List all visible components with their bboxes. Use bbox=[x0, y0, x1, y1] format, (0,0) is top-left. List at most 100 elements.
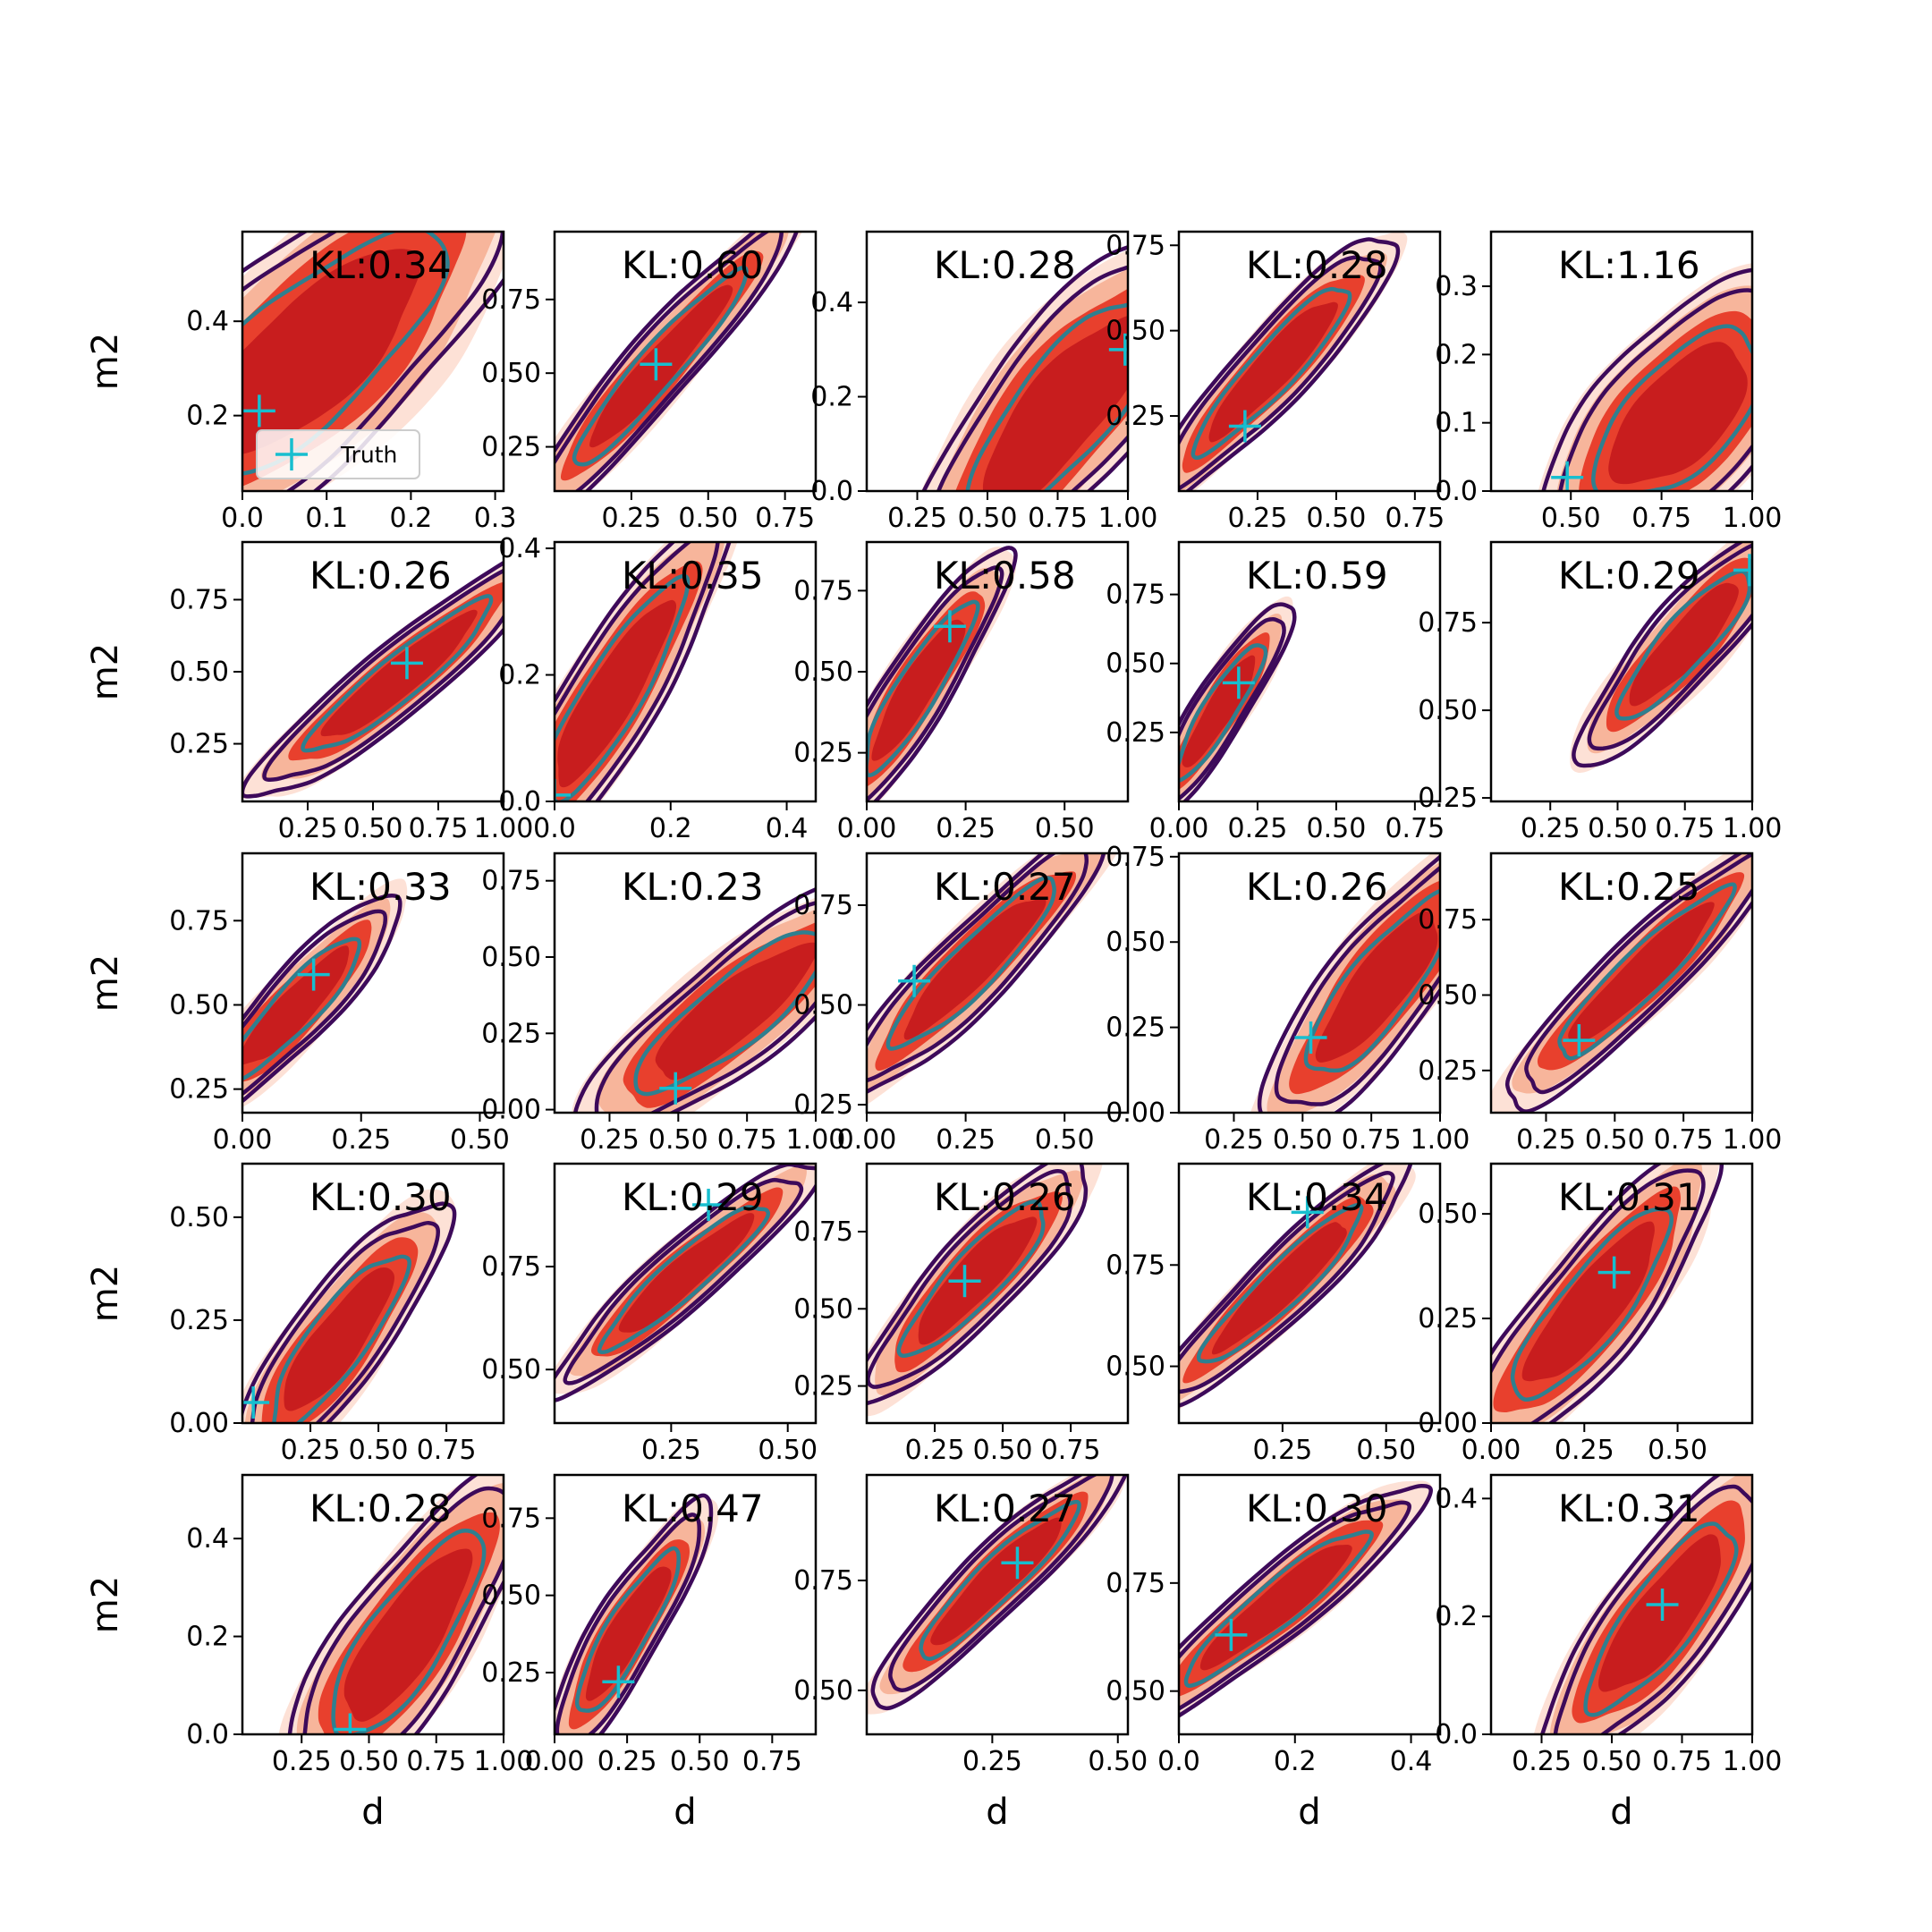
x-tick-label: 0.50 bbox=[1585, 1124, 1645, 1156]
x-tick-label: 0.25 bbox=[1555, 1435, 1614, 1466]
x-tick-label: 1.00 bbox=[1723, 813, 1783, 844]
y-tick-label: 0.75 bbox=[481, 1503, 541, 1534]
x-tick-label: 0.50 bbox=[648, 1124, 708, 1156]
x-tick-label: 0.25 bbox=[272, 1746, 332, 1777]
y-tick-label: 0.25 bbox=[481, 432, 541, 463]
truth-marker bbox=[1222, 666, 1255, 699]
x-tick-label: 0.25 bbox=[936, 1124, 996, 1156]
x-tick-label: 0.50 bbox=[670, 1746, 730, 1777]
subplot-5: 0.50 0.75 1.00 0.0 0.1 0.2 0.3 KL:1.16 bbox=[1435, 230, 1783, 534]
density-fill-level-dark bbox=[655, 942, 816, 1080]
y-tick-label: 0.4 bbox=[810, 287, 853, 318]
contour-line-inner bbox=[919, 1499, 1081, 1661]
y-tick-label: 0.75 bbox=[793, 890, 853, 921]
y-tick-label: 0.50 bbox=[1418, 979, 1478, 1011]
subplot-plot-area bbox=[1179, 1164, 1416, 1410]
x-tick-label: 0.4 bbox=[766, 813, 809, 844]
x-tick-label: 0.50 bbox=[1273, 1124, 1333, 1156]
kl-annotation: KL:1.16 bbox=[1558, 243, 1700, 287]
subplot-9: 0.00 0.25 0.50 0.75 0.25 0.50 0.75 KL:0.59 bbox=[1106, 540, 1445, 844]
x-tick-label: 0.50 bbox=[678, 503, 738, 534]
contour-line-inner bbox=[242, 936, 362, 1081]
contour-line-middle bbox=[1179, 1500, 1411, 1711]
subplot-plot-area bbox=[242, 560, 504, 800]
contour-line-outer bbox=[242, 893, 402, 1104]
axes-frame bbox=[865, 1162, 1130, 1425]
contour-line-outer bbox=[870, 1475, 1128, 1711]
contour-line-outer bbox=[555, 1493, 714, 1734]
y-axis-label: m2 bbox=[85, 643, 126, 700]
contour-line-middle bbox=[1491, 1168, 1706, 1423]
x-tick-label: 0.25 bbox=[1228, 813, 1288, 844]
y-tick-label: 0.25 bbox=[1106, 1013, 1165, 1044]
contour-line-middle bbox=[867, 1169, 1072, 1389]
y-tick-label: 0.50 bbox=[1106, 316, 1165, 347]
contour-line-inner bbox=[242, 232, 450, 476]
contour-line-outer bbox=[1504, 853, 1752, 1113]
subplot-18: 0.25 0.50 0.75 0.25 0.50 0.75 KL:0.26 bbox=[793, 1162, 1130, 1466]
x-tick-label: 1.00 bbox=[1723, 503, 1783, 534]
density-fill-level-dark bbox=[242, 249, 421, 454]
subplot-plot-area bbox=[555, 1493, 719, 1734]
x-tick-label: 0.25 bbox=[641, 1435, 701, 1466]
x-tick-label: 0.75 bbox=[1385, 813, 1445, 844]
contour-line-inner bbox=[1583, 1521, 1739, 1717]
x-tick-label: 0.75 bbox=[406, 1746, 466, 1777]
y-tick-label: 0.75 bbox=[169, 905, 229, 936]
subplot-plot-area bbox=[1179, 596, 1297, 801]
axes-frame bbox=[1489, 852, 1754, 1114]
y-tick-label: 0.00 bbox=[1418, 1408, 1478, 1439]
x-tick-label: 0.00 bbox=[213, 1124, 273, 1156]
x-tick-label: 0.50 bbox=[1582, 1746, 1642, 1777]
contour-line-outer bbox=[1179, 237, 1401, 491]
x-tick-label: 0.25 bbox=[281, 1435, 341, 1466]
density-fill-level-dark bbox=[557, 599, 677, 788]
axes-frame bbox=[1177, 852, 1442, 1114]
x-tick-label: 0.2 bbox=[649, 813, 692, 844]
axes-frame bbox=[553, 230, 818, 493]
kl-annotation: KL:0.34 bbox=[309, 243, 452, 287]
x-tick-label: 0.75 bbox=[717, 1124, 777, 1156]
contour-line-outer bbox=[1257, 853, 1440, 1113]
kl-annotation: KL:0.25 bbox=[1558, 865, 1700, 909]
truth-marker bbox=[390, 647, 423, 680]
contour-line-inner bbox=[331, 1528, 487, 1734]
y-tick-label: 0.75 bbox=[169, 584, 229, 615]
subplot-plot-area bbox=[555, 542, 738, 801]
y-tick-label: 0.50 bbox=[793, 1675, 853, 1707]
x-tick-label: 0.50 bbox=[339, 1746, 399, 1777]
contour-line-outer bbox=[572, 886, 816, 1113]
truth-marker bbox=[1646, 1589, 1679, 1621]
subplot-plot-area bbox=[1491, 853, 1752, 1113]
y-tick-label: 0.4 bbox=[186, 1523, 229, 1555]
truth-marker bbox=[1108, 333, 1128, 366]
contour-line-middle bbox=[888, 1475, 1114, 1692]
kl-annotation: KL:0.31 bbox=[1558, 1487, 1700, 1530]
x-tick-label: 0.50 bbox=[1648, 1435, 1707, 1466]
y-tick-label: 0.0 bbox=[810, 476, 853, 507]
contour-line-outer bbox=[287, 1475, 504, 1734]
x-tick-label: 0.75 bbox=[755, 503, 815, 534]
truth-marker bbox=[334, 1713, 367, 1734]
y-tick-label: 0.25 bbox=[481, 1657, 541, 1689]
contour-line-inner bbox=[886, 876, 1056, 1051]
subplot-plot-area bbox=[572, 886, 816, 1113]
contour-line-inner bbox=[633, 930, 816, 1097]
contour-line-inner bbox=[1557, 882, 1737, 1061]
subplot-plot-area bbox=[867, 1164, 1103, 1417]
x-tick-label: 0.0 bbox=[1157, 1746, 1200, 1777]
x-tick-label: 0.50 bbox=[1356, 1435, 1416, 1466]
y-tick-label: 0.50 bbox=[169, 657, 229, 688]
x-tick-label: 0.25 bbox=[936, 813, 996, 844]
x-tick-label: 0.25 bbox=[331, 1124, 391, 1156]
x-tick-label: 0.50 bbox=[758, 1435, 818, 1466]
axes-frame bbox=[553, 1162, 818, 1425]
contour-line-outer bbox=[1572, 542, 1752, 768]
truth-marker bbox=[1215, 1618, 1248, 1651]
kl-annotation: KL:0.58 bbox=[934, 554, 1076, 597]
contour-line-outer bbox=[555, 542, 732, 801]
density-fill-level-dark bbox=[1199, 1545, 1352, 1671]
legend-box bbox=[256, 429, 420, 479]
y-axis-label: m2 bbox=[85, 1265, 126, 1322]
y-tick-label: 0.75 bbox=[793, 1216, 853, 1248]
